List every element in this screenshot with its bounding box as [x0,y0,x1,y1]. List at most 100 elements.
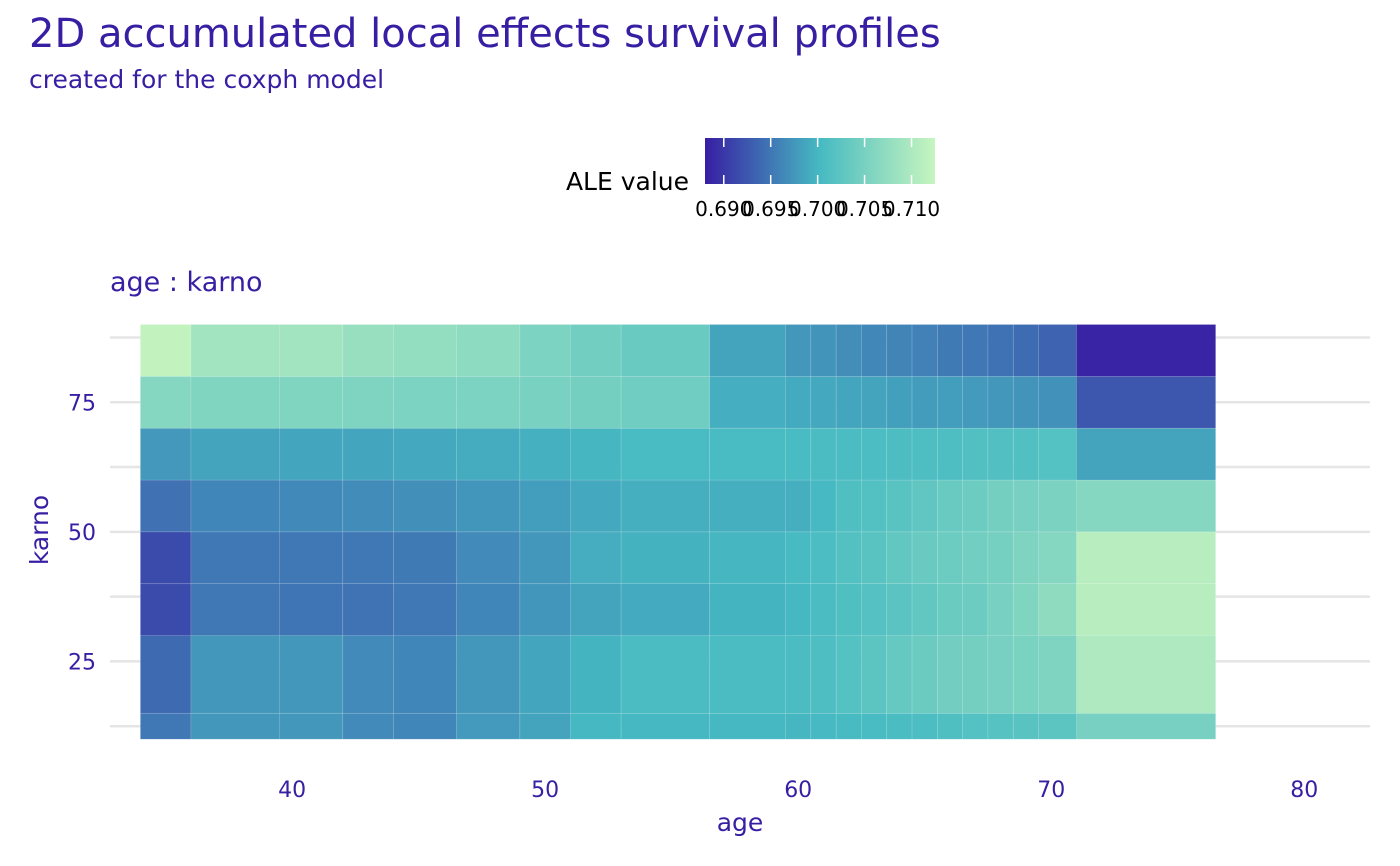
heatmap-cell [1038,427,1077,481]
x-tick-label: 60 [784,778,812,803]
heatmap-cell [785,427,812,481]
heatmap-cell [456,635,521,714]
heatmap-cell [1076,531,1217,585]
heatmap-cell [393,324,457,377]
legend-tick-label: 0.700 [789,197,846,221]
heatmap-cell [936,427,964,481]
heatmap-cell [456,324,521,377]
heatmap-cell [1038,635,1077,714]
heatmap-cell [279,635,344,714]
heatmap-cell [279,531,344,585]
heatmap-cell [911,635,938,714]
heatmap-cell [570,427,622,481]
heatmap-cell [190,635,280,714]
heatmap-cell [962,635,989,714]
heatmap-cell [140,583,192,636]
heatmap-cell [393,427,457,481]
heatmap-cell [861,635,888,714]
heatmap-cell [835,712,862,740]
heatmap-cell [810,479,837,533]
heatmap-cell [620,712,710,740]
heatmap-cell [1012,375,1039,429]
heatmap-cell [393,375,457,429]
heatmap-cell [962,375,989,429]
heatmap-cell [140,375,192,429]
heatmap-cell [190,375,280,429]
heatmap-cell [279,479,344,533]
heatmap-cell [1076,479,1217,533]
heatmap-cell [835,324,862,377]
heatmap-cell [911,375,938,429]
heatmap-cell [1038,375,1077,429]
heatmap-cell [709,427,786,481]
heatmap-cell [140,531,192,585]
heatmap-cell [140,479,192,533]
heatmap-cell [835,583,862,636]
heatmap-cell [519,427,571,481]
heatmap-cell [570,324,622,377]
heatmap-cell [279,375,344,429]
heatmap-cell [861,531,888,585]
heatmap-cell [886,375,913,429]
heatmap-cell [620,324,710,377]
heatmap-cell [936,583,964,636]
heatmap-cell [140,427,192,481]
heatmap-cell [936,324,964,377]
heatmap-cell [519,635,571,714]
heatmap-cell [456,479,521,533]
heatmap-cell [987,583,1014,636]
heatmap-cell [456,531,521,585]
panel-title: age : karno [110,267,263,298]
heatmap-cell [810,427,837,481]
heatmap-cell [620,583,710,636]
heatmap-cell [1076,324,1217,377]
heatmap-cell [570,712,622,740]
heatmap-cell [140,324,192,377]
heatmap-cell [342,479,394,533]
heatmap-cell [456,427,521,481]
heatmap-cell [620,635,710,714]
heatmap-cell [190,324,280,377]
heatmap-cell [810,531,837,585]
heatmap-cell [709,324,786,377]
heatmap-cell [709,583,786,636]
heatmap-cell [620,427,710,481]
heatmap-cell [962,712,989,740]
heatmap-cell [342,427,394,481]
heatmap-cell [861,712,888,740]
heatmap-cell [987,712,1014,740]
heatmap-cell [886,427,913,481]
heatmap-cell [936,375,964,429]
heatmap-cell [861,427,888,481]
heatmap-cell [570,375,622,429]
heatmap-cell [911,427,938,481]
heatmap-cell [785,635,812,714]
heatmap-cell [342,635,394,714]
x-tick-label: 50 [531,778,559,803]
heatmap-cell [886,635,913,714]
heatmap-cell [570,479,622,533]
heatmap-cell [987,427,1014,481]
heatmap-cell [519,375,571,429]
heatmap-cell [785,531,812,585]
heatmap-cell [835,375,862,429]
heatmap-cell [456,712,521,740]
heatmap-cell [279,324,344,377]
x-tick-label: 70 [1037,778,1065,803]
heatmap-cell [886,479,913,533]
heatmap-cell [911,531,938,585]
heatmap-cell [911,583,938,636]
heatmap-cell [1038,712,1077,740]
heatmap-cell [342,531,394,585]
y-tick-label: 75 [68,391,96,416]
heatmap-cell [620,375,710,429]
chart-subtitle: created for the coxph model [29,65,384,94]
legend-colorbar [705,138,935,184]
x-axis-label: age [717,808,764,837]
heatmap-cell [279,427,344,481]
heatmap-cell [810,324,837,377]
heatmap-cell [962,531,989,585]
heatmap-cell [456,583,521,636]
heatmap-cell [393,583,457,636]
heatmap-cell [987,635,1014,714]
